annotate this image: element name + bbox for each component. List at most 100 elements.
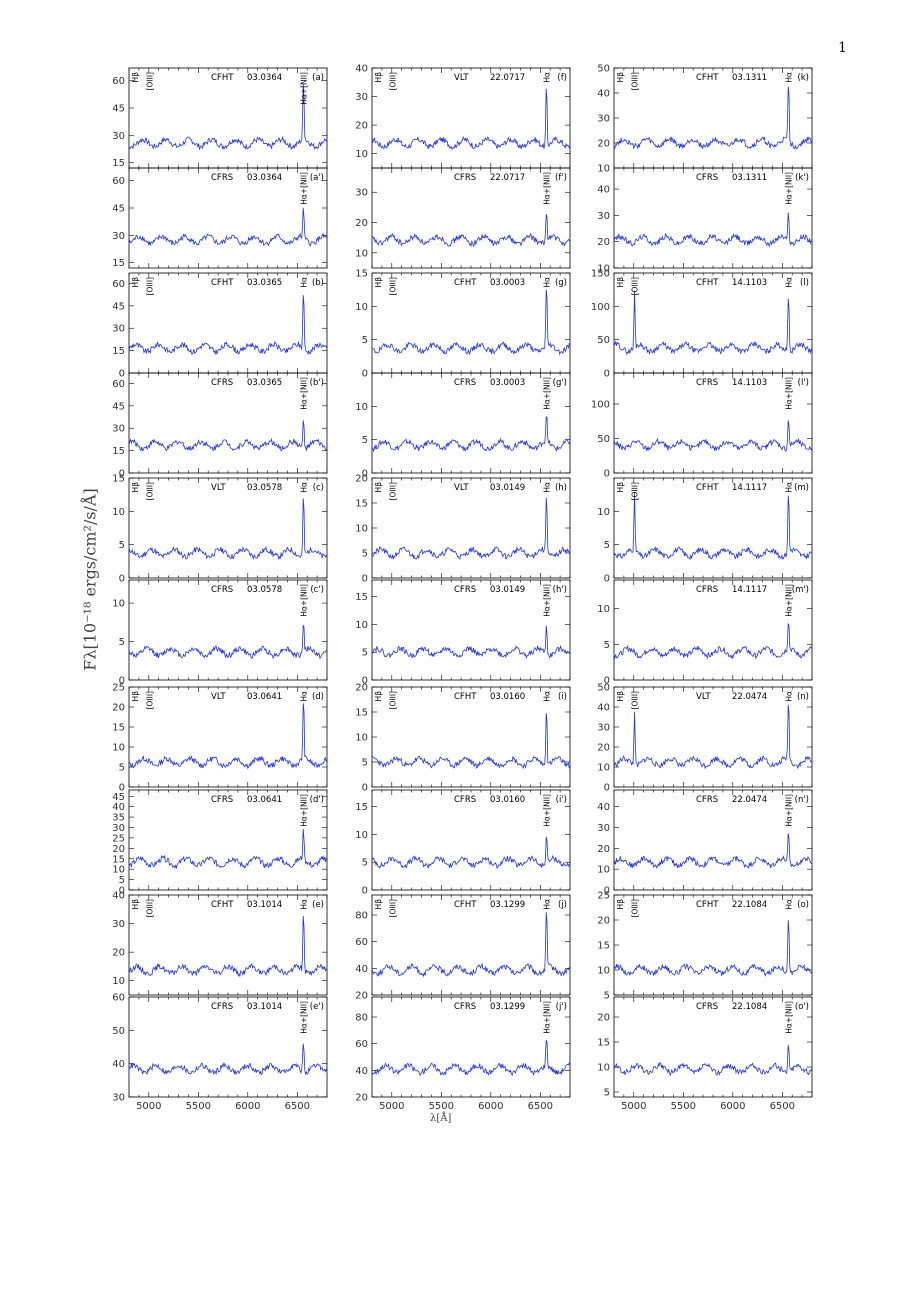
panel-frame	[128, 789, 328, 891]
y-tick-label: 45	[112, 204, 125, 215]
y-tick-label: 40	[597, 185, 610, 196]
panel-c': 0 5 10 CFRS 03.0578 (c')Hα+[NII]	[112, 579, 328, 687]
panel-o': 5 10 15 20 CFRS 22.1084 (o')Hα+[NII]	[597, 996, 813, 1099]
line-label-oiii: [OIII]	[388, 691, 397, 709]
spectrum-line	[371, 497, 571, 560]
y-tick-label: 20	[597, 916, 610, 927]
y-tick-label: 10	[355, 733, 368, 744]
y-tick-label: 5	[362, 758, 368, 769]
panel-frame	[613, 789, 813, 891]
y-tick-label: 45	[112, 104, 125, 115]
line-label-halpha-nii: Hα+[NII]	[300, 1001, 309, 1034]
y-tick-label: 5	[604, 540, 610, 551]
y-tick-label: 100	[591, 302, 610, 313]
panel-label: (k)	[797, 73, 809, 83]
spectrum-line	[371, 836, 571, 869]
y-tick-label: 0	[362, 886, 368, 897]
line-label-oiii: [OIII]	[145, 691, 154, 709]
y-tick-label: 30	[112, 231, 125, 242]
line-label-hbeta: Hβ	[374, 899, 383, 910]
y-tick-label: 60	[112, 76, 125, 87]
instrument-label: CFRS	[211, 173, 233, 183]
y-tick-label: 0	[604, 783, 610, 794]
x-tick-label: 6000	[478, 1101, 503, 1112]
panel-label: (i')	[556, 795, 567, 805]
panel-frame	[128, 686, 328, 788]
x-tick-label: 6000	[720, 1101, 745, 1112]
panel-b': 0 15 30 45 60 CFRS 03.0365 (b')Hα+[NII]	[112, 372, 328, 480]
line-label-halpha: Hα	[785, 899, 794, 910]
panel-label: (d')	[310, 795, 324, 805]
spectrum-line	[371, 625, 571, 660]
y-tick-label: 45	[112, 401, 125, 412]
panel-frame	[128, 579, 328, 681]
y-tick-label: 60	[355, 937, 368, 948]
line-label-halpha-nii: Hα+[NII]	[300, 584, 309, 617]
y-tick-label: 15	[355, 592, 368, 603]
panel-label: (c)	[313, 483, 324, 493]
panel-frame	[613, 894, 813, 996]
y-tick-label: 20	[597, 139, 610, 150]
panel-label: (h')	[553, 585, 567, 595]
instrument-label: CFRS	[211, 1002, 233, 1012]
panel-label: (b)	[312, 278, 324, 288]
line-label-hbeta: Hβ	[374, 482, 383, 493]
panel-frame	[613, 272, 813, 374]
y-tick-label: 10	[597, 966, 610, 977]
y-tick-label: 15	[112, 474, 125, 485]
y-tick-label: 20	[355, 991, 368, 1002]
y-tick-label: 5	[362, 648, 368, 659]
object-id: 22.1084	[732, 1002, 767, 1012]
y-tick-label: 40	[597, 703, 610, 714]
y-tick-label: 40	[112, 802, 125, 813]
panel-h': 0 5 10 15 CFRS 03.0149 (h')Hα+[NII]	[355, 579, 571, 687]
y-tick-label: 5	[362, 435, 368, 446]
object-id: 14.1117	[732, 585, 767, 595]
y-tick-label: 0	[119, 676, 125, 687]
y-tick-label: 15	[597, 1038, 610, 1049]
panel-f': 10 20 30 CFRS 22.0717 (f')Hα+[NII]	[355, 167, 571, 269]
y-tick-label: 40	[597, 802, 610, 813]
y-tick-label: 100	[591, 400, 610, 411]
panel-label: (n')	[795, 795, 809, 805]
line-label-halpha: Hα	[543, 899, 552, 910]
panel-frame	[371, 67, 571, 169]
y-tick-label: 45	[112, 301, 125, 312]
panel-label: (k')	[795, 173, 809, 183]
spectrum-line	[371, 713, 571, 770]
y-tick-label: 20	[597, 237, 610, 248]
panel-l': 0 50 100 CFRS 14.1103 (l') Hα+[NII]	[591, 372, 813, 480]
y-tick-label: 5	[119, 763, 125, 774]
spectrum-line	[128, 295, 328, 356]
panel-n: 0 10 20 30 40 50 VLT 22.0474 (n) Hβ [OIII] Hα	[597, 683, 813, 794]
y-tick-label: 5	[119, 540, 125, 551]
line-label-hbeta: Hβ	[616, 899, 625, 910]
y-tick-label: 15	[112, 258, 125, 269]
panel-label: (h)	[555, 483, 567, 493]
x-tick-label: 5000	[379, 1101, 404, 1112]
y-tick-label: 30	[355, 188, 368, 199]
y-tick-label: 10	[355, 620, 368, 631]
y-tick-label: 10	[355, 149, 368, 160]
instrument-label: CFRS	[696, 1002, 718, 1012]
instrument-label: VLT	[211, 483, 226, 493]
line-label-halpha: Hα	[543, 691, 552, 702]
object-id: 03.0364	[247, 73, 282, 83]
x-tick-label: 6500	[770, 1101, 795, 1112]
x-tick-label: 5500	[186, 1101, 211, 1112]
y-tick-label: 30	[112, 324, 125, 335]
panel-label: (o')	[795, 1002, 809, 1012]
object-id: 22.0474	[732, 692, 767, 702]
y-tick-label: 15	[355, 499, 368, 510]
instrument-label: CFHT	[454, 692, 477, 702]
panel-f: 10 20 30 40 VLT 22.0717 (f) Hβ [OIII] Hα	[355, 64, 571, 169]
panel-e': 30 40 50 60 CFRS 03.1014 (e')Hα+[NII]	[112, 993, 328, 1104]
panel-label: (a')	[310, 173, 324, 183]
y-tick-label: 60	[112, 379, 125, 390]
x-tick-label: 5000	[621, 1101, 646, 1112]
instrument-label: CFRS	[454, 585, 476, 595]
instrument-label: CFHT	[211, 900, 234, 910]
y-tick-label: 10	[597, 865, 610, 876]
panel-label: (e)	[312, 900, 324, 910]
object-id: 03.0160	[490, 795, 525, 805]
